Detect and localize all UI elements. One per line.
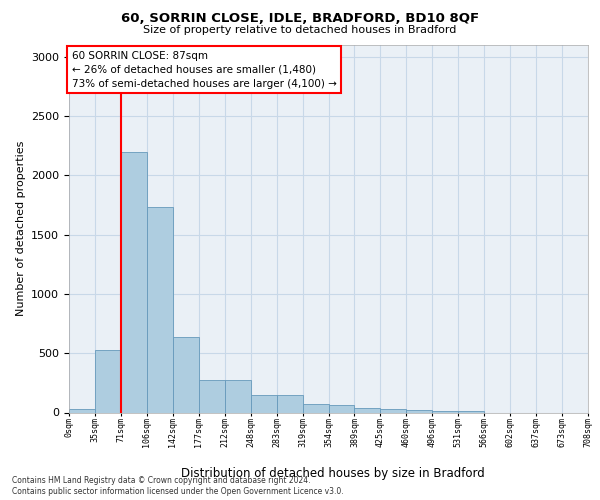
Bar: [225, 380, 251, 412]
Bar: [277, 394, 302, 412]
Text: 60 SORRIN CLOSE: 87sqm
← 26% of detached houses are smaller (1,480)
73% of semi-: 60 SORRIN CLOSE: 87sqm ← 26% of detached…: [71, 50, 337, 88]
Y-axis label: Number of detached properties: Number of detached properties: [16, 141, 26, 316]
Text: Contains public sector information licensed under the Open Government Licence v3: Contains public sector information licen…: [12, 488, 344, 496]
Bar: [69, 409, 95, 412]
Bar: [329, 406, 355, 412]
Bar: [251, 394, 277, 412]
Bar: [173, 336, 199, 412]
Text: Contains HM Land Registry data © Crown copyright and database right 2024.: Contains HM Land Registry data © Crown c…: [12, 476, 311, 485]
Bar: [95, 350, 121, 412]
Bar: [199, 380, 224, 412]
Bar: [406, 410, 432, 412]
Bar: [121, 152, 147, 412]
Bar: [147, 208, 173, 412]
Text: Size of property relative to detached houses in Bradford: Size of property relative to detached ho…: [143, 25, 457, 35]
Bar: [355, 408, 380, 412]
Bar: [380, 409, 406, 412]
Bar: [302, 404, 329, 412]
Text: 60, SORRIN CLOSE, IDLE, BRADFORD, BD10 8QF: 60, SORRIN CLOSE, IDLE, BRADFORD, BD10 8…: [121, 12, 479, 26]
Text: Distribution of detached houses by size in Bradford: Distribution of detached houses by size …: [181, 468, 485, 480]
